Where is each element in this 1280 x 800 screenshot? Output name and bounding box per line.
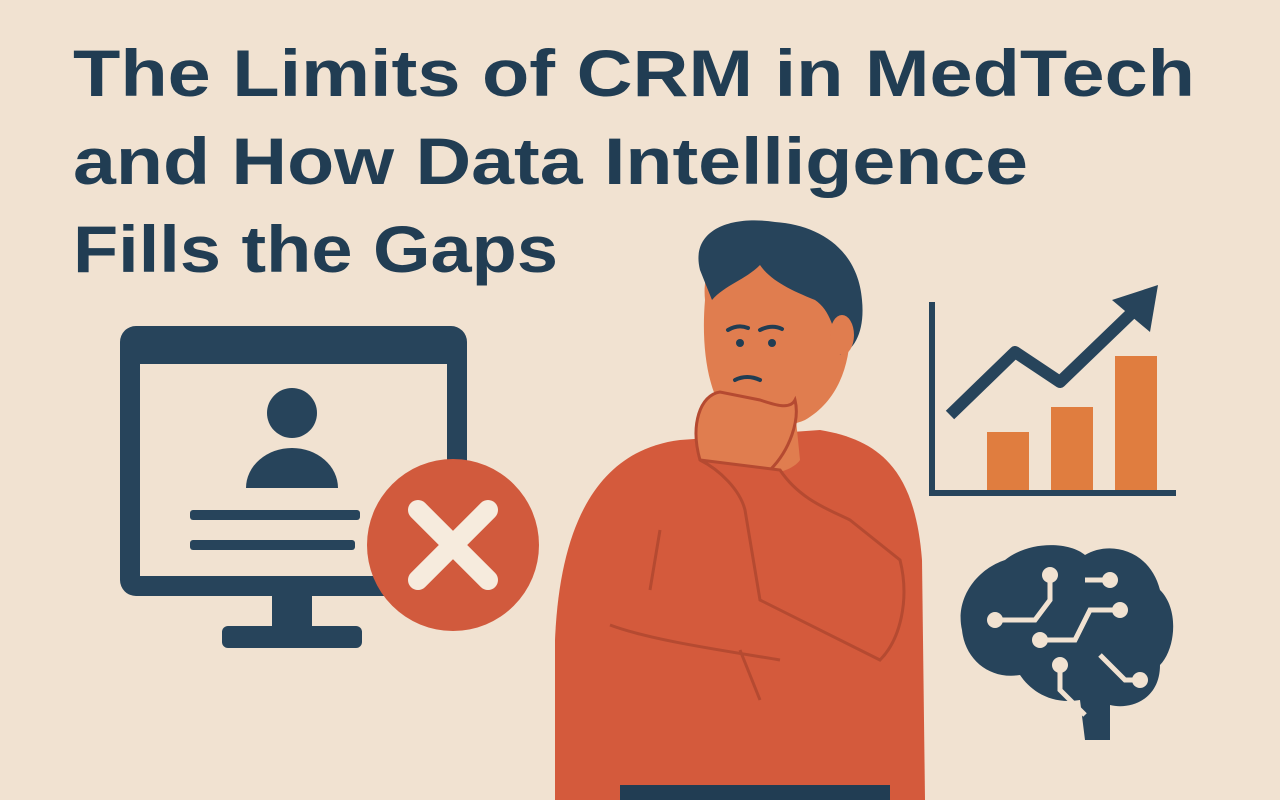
monitor-icon	[120, 326, 467, 648]
title: The Limits of CRM in MedTech and How Dat…	[73, 36, 1195, 286]
title-line: The Limits of CRM in MedTech	[73, 36, 1195, 110]
error-badge	[367, 459, 539, 631]
title-line: Fills the Gaps	[73, 212, 558, 286]
growth-chart-icon	[929, 285, 1176, 496]
brain-circuit-icon	[960, 545, 1174, 740]
title-line: and How Data Intelligence	[73, 124, 1028, 198]
thinking-person	[555, 220, 925, 800]
